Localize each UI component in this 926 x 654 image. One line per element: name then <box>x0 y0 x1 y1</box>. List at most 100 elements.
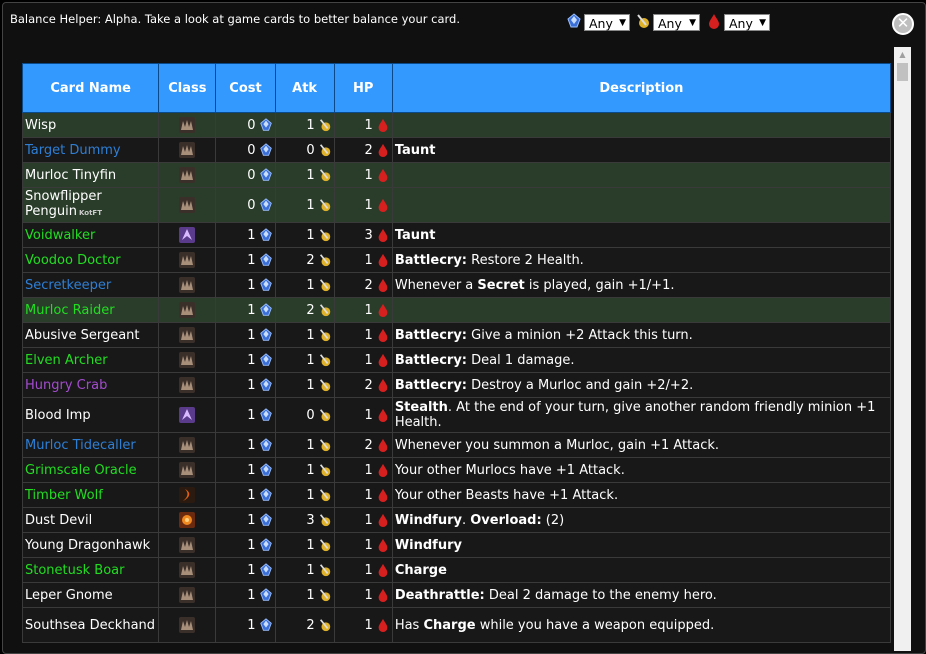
card-name[interactable]: Wisp <box>25 117 57 133</box>
health-filter[interactable]: Any ▼ <box>706 13 773 33</box>
card-name-cell[interactable]: Wisp <box>21 112 160 138</box>
card-name[interactable]: Murloc Tinyfin <box>25 167 117 183</box>
table-row[interactable]: Southsea Deckhand 1 2 1 Has Charge while you… <box>21 607 892 643</box>
card-name-cell[interactable]: Southsea Deckhand <box>21 607 160 643</box>
table-row[interactable]: Wisp 0 1 1 <box>21 112 892 138</box>
table-row[interactable]: Secretkeeper 1 1 2 Whenever a Secret is play… <box>21 272 892 298</box>
table-row[interactable]: Target Dummy 0 0 2 Taunt <box>21 137 892 163</box>
table-row[interactable]: Timber Wolf 1 1 1 Your other Beasts have +1 … <box>21 482 892 508</box>
card-name-cell[interactable]: Young Dragonhawk <box>21 532 160 558</box>
card-name[interactable]: Young Dragonhawk <box>25 537 151 553</box>
card-name[interactable]: Voodoo Doctor <box>25 252 121 268</box>
attack-filter[interactable]: Any ▼ <box>635 13 703 33</box>
mana-gem-icon <box>256 513 273 528</box>
class-cell <box>158 532 217 558</box>
card-name-cell[interactable]: Dust Devil <box>21 507 160 533</box>
cost-cell: 0 <box>215 162 276 188</box>
cost-cell: 0 <box>215 137 276 163</box>
mana-gem-icon <box>256 303 273 318</box>
table-row[interactable]: Stonetusk Boar 1 1 1 Charge <box>21 557 892 583</box>
card-name[interactable]: Target Dummy <box>25 142 121 158</box>
atk-value: 1 <box>306 327 315 343</box>
card-name[interactable]: Stonetusk Boar <box>25 562 125 578</box>
table-row[interactable]: Dust Devil 1 3 1 Windfury. Overload: (2) <box>21 507 892 533</box>
card-name-cell[interactable]: Murloc Raider <box>21 297 160 323</box>
table-row[interactable]: Grimscale Oracle 1 1 1 Your other Murlocs ha… <box>21 457 892 483</box>
card-name-cell[interactable]: Voidwalker <box>21 222 160 248</box>
card-name-cell[interactable]: Stonetusk Boar <box>21 557 160 583</box>
card-name-cell[interactable]: Leper Gnome <box>21 582 160 608</box>
attack-sword-icon <box>315 438 332 453</box>
card-name[interactable]: Elven Archer <box>25 352 108 368</box>
vertical-scrollbar[interactable]: ▲ <box>894 47 911 651</box>
atk-value: 1 <box>306 487 315 503</box>
card-name[interactable]: Hungry Crab <box>25 377 108 393</box>
card-name[interactable]: Southsea Deckhand <box>25 617 156 633</box>
close-button[interactable]: ✕ <box>892 13 914 35</box>
attack-sword-icon <box>315 168 332 183</box>
cost-cell: 1 <box>215 247 276 273</box>
card-name[interactable]: Blood Imp <box>25 407 91 423</box>
class-cell <box>158 397 217 433</box>
health-filter-select[interactable]: Any ▼ <box>724 14 770 31</box>
table-row[interactable]: Blood Imp 1 0 1 Stealth. At the end of your … <box>21 397 892 433</box>
hp-value: 2 <box>364 377 373 393</box>
cost-value: 1 <box>247 512 256 528</box>
scrollbar-thumb[interactable] <box>897 63 908 81</box>
cost-filter[interactable]: Any ▼ <box>566 13 630 33</box>
scroll-up-icon[interactable]: ▲ <box>899 50 906 59</box>
column-header-class[interactable]: Class <box>158 63 217 113</box>
card-name-cell[interactable]: Murloc Tidecaller <box>21 432 160 458</box>
card-name[interactable]: Snowflipper Penguin <box>25 189 102 219</box>
card-name-cell[interactable]: Elven Archer <box>21 347 160 373</box>
table-row[interactable]: Voodoo Doctor 1 2 1 Battlecry: Restore 2 Hea… <box>21 247 892 273</box>
table-row[interactable]: Voidwalker 1 1 3 Taunt <box>21 222 892 248</box>
cost-cell: 0 <box>215 112 276 138</box>
card-name[interactable]: Timber Wolf <box>25 487 103 503</box>
card-name-cell[interactable]: Target Dummy <box>21 137 160 163</box>
hp-cell: 1 <box>333 532 393 558</box>
card-name-cell[interactable]: Snowflipper Penguin KotFT <box>21 187 160 223</box>
table-row[interactable]: Murloc Tidecaller 1 1 2 Whenever you summon … <box>21 432 892 458</box>
card-name-cell[interactable]: Voodoo Doctor <box>21 247 160 273</box>
card-name-cell[interactable]: Blood Imp <box>21 397 160 433</box>
hp-value: 1 <box>364 537 373 553</box>
card-name[interactable]: Secretkeeper <box>25 277 112 293</box>
column-header-card-name[interactable]: Card Name <box>21 63 160 113</box>
description-cell: Has Charge while you have a weapon equip… <box>391 607 892 643</box>
card-name-cell[interactable]: Secretkeeper <box>21 272 160 298</box>
card-name[interactable]: Voidwalker <box>25 227 96 243</box>
card-name-cell[interactable]: Hungry Crab <box>21 372 160 398</box>
cards-table: Card Name Class Cost Atk HP Description … <box>21 63 892 643</box>
mana-gem-icon <box>256 198 273 213</box>
table-row[interactable]: Elven Archer 1 1 1 Battlecry: Deal 1 damage. <box>21 347 892 373</box>
card-name-cell[interactable]: Grimscale Oracle <box>21 457 160 483</box>
card-name-cell[interactable]: Timber Wolf <box>21 482 160 508</box>
card-name-cell[interactable]: Murloc Tinyfin <box>21 162 160 188</box>
card-name-cell[interactable]: Abusive Sergeant <box>21 322 160 348</box>
attack-filter-select[interactable]: Any ▼ <box>653 14 700 31</box>
column-header-atk[interactable]: Atk <box>274 63 335 113</box>
table-row[interactable]: Abusive Sergeant 1 1 1 Battlecry: Give a min… <box>21 322 892 348</box>
table-row[interactable]: Young Dragonhawk 1 1 1 Windfury <box>21 532 892 558</box>
column-header-cost[interactable]: Cost <box>215 63 276 113</box>
description-cell: Taunt <box>391 137 892 163</box>
card-name[interactable]: Dust Devil <box>25 512 93 528</box>
table-row[interactable]: Murloc Raider 1 2 1 <box>21 297 892 323</box>
card-name[interactable]: Leper Gnome <box>25 587 113 603</box>
card-name[interactable]: Grimscale Oracle <box>25 462 137 478</box>
mana-gem-icon <box>256 143 273 158</box>
table-row[interactable]: Leper Gnome 1 1 1 Deathrattle: Deal 2 damage… <box>21 582 892 608</box>
card-name[interactable]: Abusive Sergeant <box>25 327 140 343</box>
column-header-description[interactable]: Description <box>391 63 892 113</box>
warlock-class-icon <box>179 227 196 243</box>
table-row[interactable]: Hungry Crab 1 1 2 Battlecry: Destroy a Murlo… <box>21 372 892 398</box>
card-name[interactable]: Murloc Tidecaller <box>25 437 136 453</box>
table-row[interactable]: Snowflipper Penguin KotFT 0 1 1 <box>21 187 892 223</box>
hp-value: 1 <box>364 512 373 528</box>
cost-filter-select[interactable]: Any ▼ <box>584 14 630 31</box>
table-row[interactable]: Murloc Tinyfin 0 1 1 <box>21 162 892 188</box>
column-header-hp[interactable]: HP <box>333 63 393 113</box>
card-name[interactable]: Murloc Raider <box>25 302 115 318</box>
class-cell <box>158 187 217 223</box>
